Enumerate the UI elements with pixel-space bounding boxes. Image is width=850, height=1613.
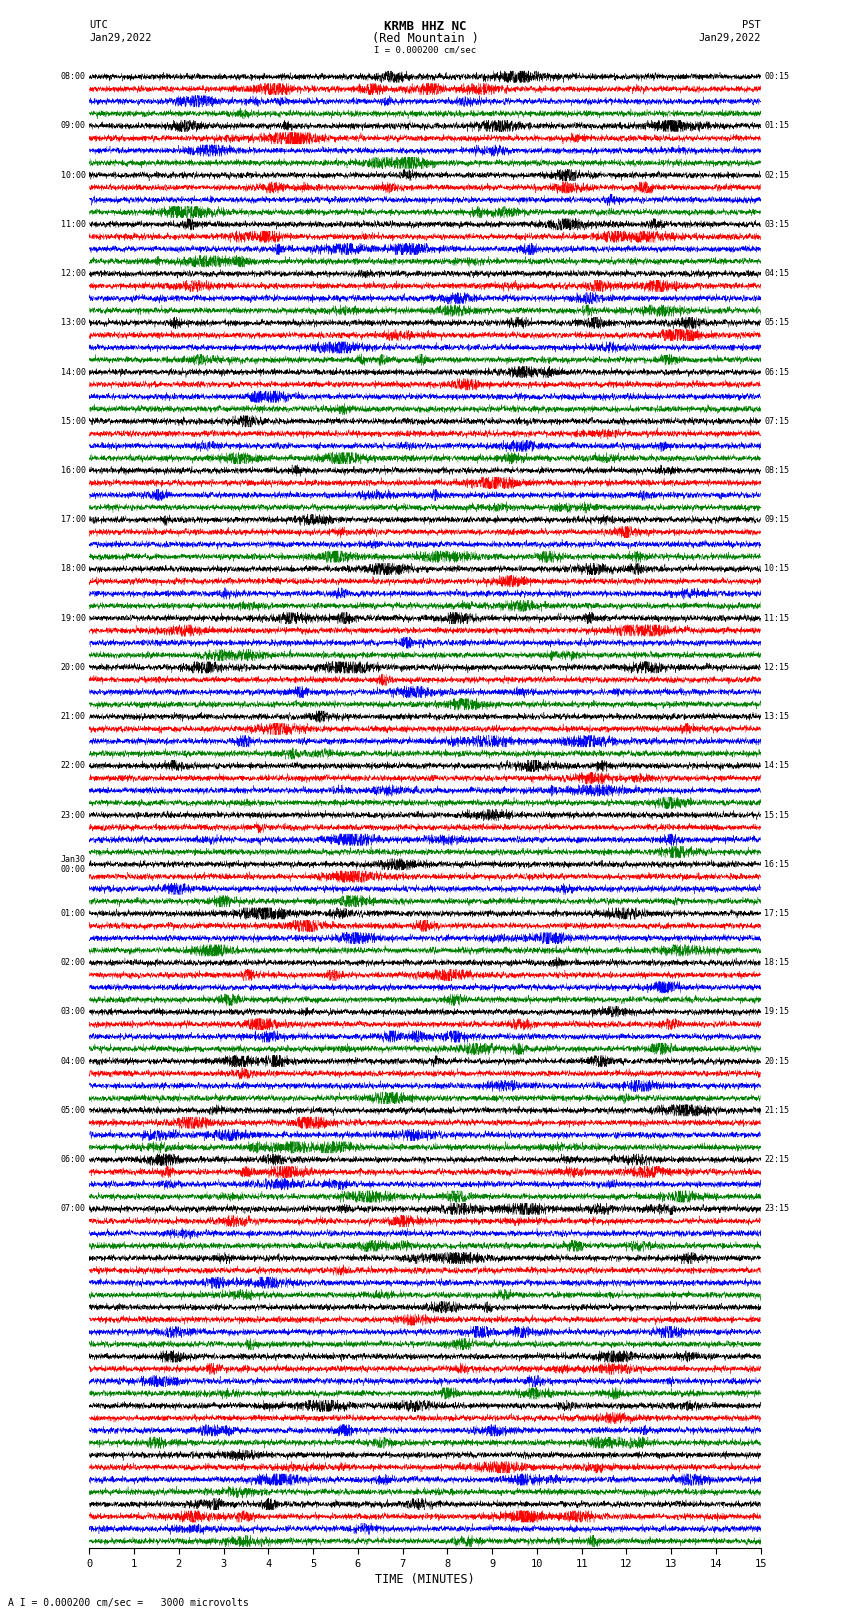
Text: 21:15: 21:15 bbox=[764, 1107, 789, 1115]
Text: 09:15: 09:15 bbox=[764, 515, 789, 524]
Text: 14:15: 14:15 bbox=[764, 761, 789, 771]
Text: 13:00: 13:00 bbox=[61, 318, 86, 327]
Text: 23:00: 23:00 bbox=[61, 811, 86, 819]
Text: UTC: UTC bbox=[89, 19, 108, 31]
Text: 17:15: 17:15 bbox=[764, 910, 789, 918]
Text: 10:00: 10:00 bbox=[61, 171, 86, 179]
Text: 01:15: 01:15 bbox=[764, 121, 789, 131]
Text: (Red Mountain ): (Red Mountain ) bbox=[371, 32, 479, 45]
Text: 19:15: 19:15 bbox=[764, 1008, 789, 1016]
Text: 17:00: 17:00 bbox=[61, 515, 86, 524]
Text: 13:15: 13:15 bbox=[764, 711, 789, 721]
Text: 02:15: 02:15 bbox=[764, 171, 789, 179]
Text: 18:00: 18:00 bbox=[61, 565, 86, 574]
Text: 14:00: 14:00 bbox=[61, 368, 86, 376]
Text: 04:00: 04:00 bbox=[61, 1057, 86, 1066]
Text: 19:00: 19:00 bbox=[61, 613, 86, 623]
Text: 07:00: 07:00 bbox=[61, 1205, 86, 1213]
Text: Jan29,2022: Jan29,2022 bbox=[698, 32, 761, 44]
Text: 01:00: 01:00 bbox=[61, 910, 86, 918]
Text: 15:15: 15:15 bbox=[764, 811, 789, 819]
Text: I = 0.000200 cm/sec: I = 0.000200 cm/sec bbox=[374, 45, 476, 55]
Text: 00:15: 00:15 bbox=[764, 73, 789, 81]
Text: 05:15: 05:15 bbox=[764, 318, 789, 327]
Text: Jan29,2022: Jan29,2022 bbox=[89, 32, 152, 44]
Text: 08:15: 08:15 bbox=[764, 466, 789, 474]
X-axis label: TIME (MINUTES): TIME (MINUTES) bbox=[375, 1573, 475, 1586]
Text: 12:15: 12:15 bbox=[764, 663, 789, 673]
Text: 06:00: 06:00 bbox=[61, 1155, 86, 1165]
Text: 10:15: 10:15 bbox=[764, 565, 789, 574]
Text: 18:15: 18:15 bbox=[764, 958, 789, 968]
Text: 03:00: 03:00 bbox=[61, 1008, 86, 1016]
Text: 05:00: 05:00 bbox=[61, 1107, 86, 1115]
Text: KRMB HHZ NC: KRMB HHZ NC bbox=[383, 19, 467, 34]
Text: 23:15: 23:15 bbox=[764, 1205, 789, 1213]
Text: 03:15: 03:15 bbox=[764, 219, 789, 229]
Text: 02:00: 02:00 bbox=[61, 958, 86, 968]
Text: Jan30
00:00: Jan30 00:00 bbox=[61, 855, 86, 874]
Text: 20:15: 20:15 bbox=[764, 1057, 789, 1066]
Text: 11:00: 11:00 bbox=[61, 219, 86, 229]
Text: 07:15: 07:15 bbox=[764, 416, 789, 426]
Text: A I = 0.000200 cm/sec =   3000 microvolts: A I = 0.000200 cm/sec = 3000 microvolts bbox=[8, 1598, 249, 1608]
Text: 16:15: 16:15 bbox=[764, 860, 789, 869]
Text: 15:00: 15:00 bbox=[61, 416, 86, 426]
Text: 11:15: 11:15 bbox=[764, 613, 789, 623]
Text: 22:15: 22:15 bbox=[764, 1155, 789, 1165]
Text: 12:00: 12:00 bbox=[61, 269, 86, 277]
Text: 08:00: 08:00 bbox=[61, 73, 86, 81]
Text: 20:00: 20:00 bbox=[61, 663, 86, 673]
Text: 04:15: 04:15 bbox=[764, 269, 789, 277]
Text: 21:00: 21:00 bbox=[61, 711, 86, 721]
Text: 22:00: 22:00 bbox=[61, 761, 86, 771]
Text: 16:00: 16:00 bbox=[61, 466, 86, 474]
Text: 09:00: 09:00 bbox=[61, 121, 86, 131]
Text: 06:15: 06:15 bbox=[764, 368, 789, 376]
Text: PST: PST bbox=[742, 19, 761, 31]
